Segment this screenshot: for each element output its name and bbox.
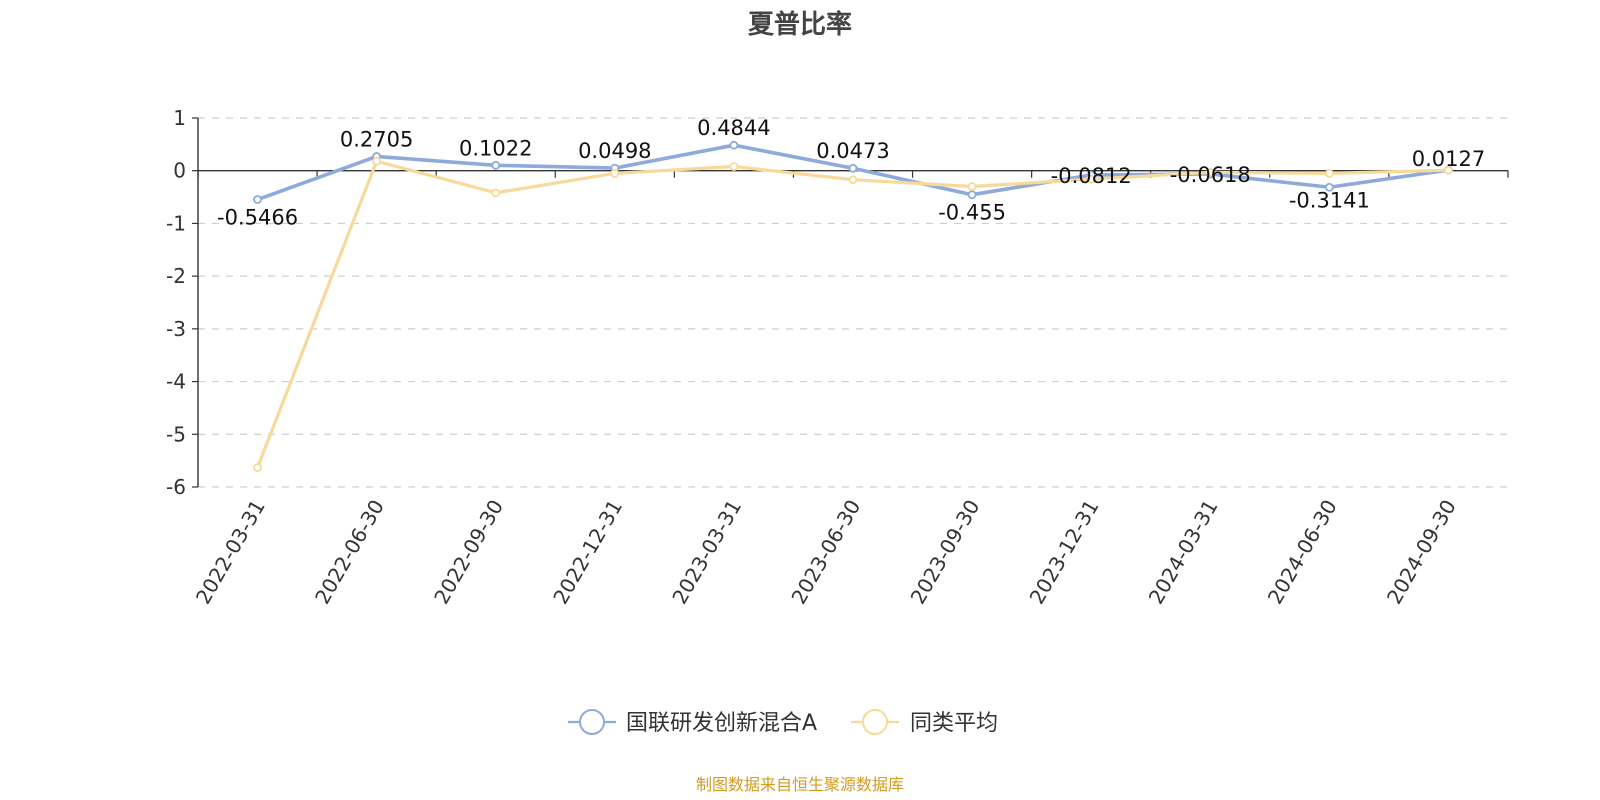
x-axis-tick-label: 2022-03-31 [191, 496, 270, 609]
legend: 国联研发创新混合A 同类平均 [568, 709, 998, 736]
y-axis-tick-label: -2 [166, 264, 186, 288]
data-point [253, 195, 262, 204]
legend-item-0[interactable]: 国联研发创新混合A [568, 709, 817, 736]
series-layer [253, 140, 1453, 472]
data-label: 0.0127 [1412, 147, 1485, 171]
y-axis-tick-label: -5 [166, 422, 186, 446]
data-point [1086, 174, 1096, 184]
x-axis-tick-label: 2024-09-30 [1382, 496, 1461, 609]
legend-label: 同类平均 [910, 711, 998, 736]
x-axis-tick-label: 2022-06-30 [310, 496, 389, 609]
legend-marker-icon [579, 709, 605, 735]
data-point [1324, 182, 1334, 192]
legend-label: 国联研发创新混合A [626, 711, 817, 736]
chart-title: 夏普比率 [748, 9, 852, 40]
data-label: -0.0618 [1170, 163, 1251, 187]
y-axis-tick-label: -1 [166, 211, 186, 235]
x-axis-tick-label: 2023-06-30 [786, 496, 865, 609]
x-axis-tick-label: 2024-03-31 [1144, 496, 1223, 609]
data-label-layer: -0.5466 0.2705 0.1022 0.0498 0.4844 0.0473 -0.… [217, 116, 1485, 229]
y-axis-tick-label: -4 [166, 370, 186, 394]
data-point [491, 188, 501, 198]
data-point [848, 163, 858, 173]
data-label: 0.0473 [816, 139, 889, 163]
data-label: 0.4844 [697, 116, 770, 140]
legend-item-1[interactable]: 同类平均 [851, 709, 998, 736]
data-point [967, 190, 977, 200]
x-axis-tick-label: 2022-09-30 [429, 496, 508, 609]
data-point [967, 182, 977, 191]
series-line-1 [255, 159, 1451, 470]
data-point [372, 156, 382, 166]
x-axis-tick-label: 2023-09-30 [906, 495, 985, 608]
data-label: -0.0812 [1051, 164, 1132, 188]
data-point [1324, 168, 1334, 178]
data-point [610, 168, 620, 178]
data-point [729, 162, 739, 171]
data-point [491, 160, 501, 170]
data-label: -0.5466 [217, 206, 298, 230]
data-label: -0.455 [938, 201, 1006, 225]
y-axis-tick-label: 1 [173, 106, 186, 130]
y-axis-tick-label: 0 [173, 159, 186, 183]
x-axis-tick-label: 2022-12-31 [548, 496, 627, 609]
y-axis-tick-label: -6 [166, 475, 186, 499]
data-label: 0.1022 [459, 136, 532, 160]
data-point [253, 463, 262, 472]
data-point [1444, 165, 1453, 175]
source-note: 制图数据来自恒生聚源数据库 [696, 775, 904, 794]
data-label: -0.3141 [1289, 188, 1370, 212]
data-point [848, 175, 858, 185]
x-axis-tick-label: 2024-06-30 [1263, 496, 1342, 609]
x-axis-tick-label: 2023-12-31 [1025, 496, 1104, 609]
x-axis-tick-label: 2023-03-31 [667, 496, 746, 609]
legend-marker-icon [862, 709, 888, 735]
data-label: 0.2705 [340, 127, 413, 151]
data-point [729, 140, 739, 150]
y-axis-tick-label: -3 [166, 317, 186, 341]
data-point [1205, 167, 1215, 177]
data-label: 0.0498 [578, 139, 651, 163]
